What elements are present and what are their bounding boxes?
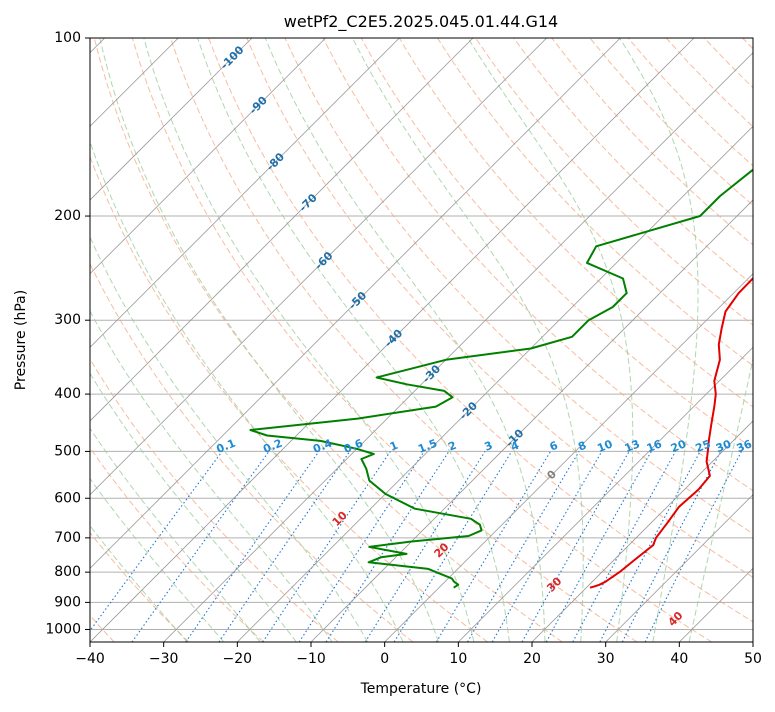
y-tick-label: 300 bbox=[54, 312, 81, 328]
x-tick-label: −20 bbox=[223, 651, 253, 667]
x-tick-label: 50 bbox=[744, 651, 762, 667]
x-tick-label: −30 bbox=[149, 651, 179, 667]
x-tick-label: 40 bbox=[670, 651, 688, 667]
y-axis-ticks: 100 200 300 400 500 600 700 800 900 1000 bbox=[45, 30, 90, 637]
isotherm-line bbox=[753, 38, 775, 642]
y-tick-label: 200 bbox=[54, 208, 81, 224]
y-tick-label: 600 bbox=[54, 490, 81, 506]
x-axis-ticks: −40 −30 −20 −10 0 10 20 30 40 50 bbox=[75, 642, 762, 667]
x-tick-label: 20 bbox=[523, 651, 541, 667]
x-axis-title: Temperature (°C) bbox=[360, 681, 482, 697]
y-tick-label: 100 bbox=[54, 30, 81, 46]
chart-title: wetPf2_C2E5.2025.045.01.44.G14 bbox=[284, 12, 558, 32]
y-tick-label: 700 bbox=[54, 530, 81, 546]
x-tick-label: 10 bbox=[449, 651, 467, 667]
x-tick-label: 30 bbox=[597, 651, 615, 667]
y-tick-label: 500 bbox=[54, 443, 81, 459]
y-axis-title: Pressure (hPa) bbox=[13, 290, 29, 390]
y-tick-label: 1000 bbox=[45, 621, 81, 637]
x-tick-label: −10 bbox=[296, 651, 326, 667]
x-tick-label: −40 bbox=[75, 651, 105, 667]
x-tick-label: 0 bbox=[380, 651, 389, 667]
y-tick-label: 800 bbox=[54, 564, 81, 580]
y-tick-label: 400 bbox=[54, 386, 81, 402]
y-tick-label: 900 bbox=[54, 594, 81, 610]
